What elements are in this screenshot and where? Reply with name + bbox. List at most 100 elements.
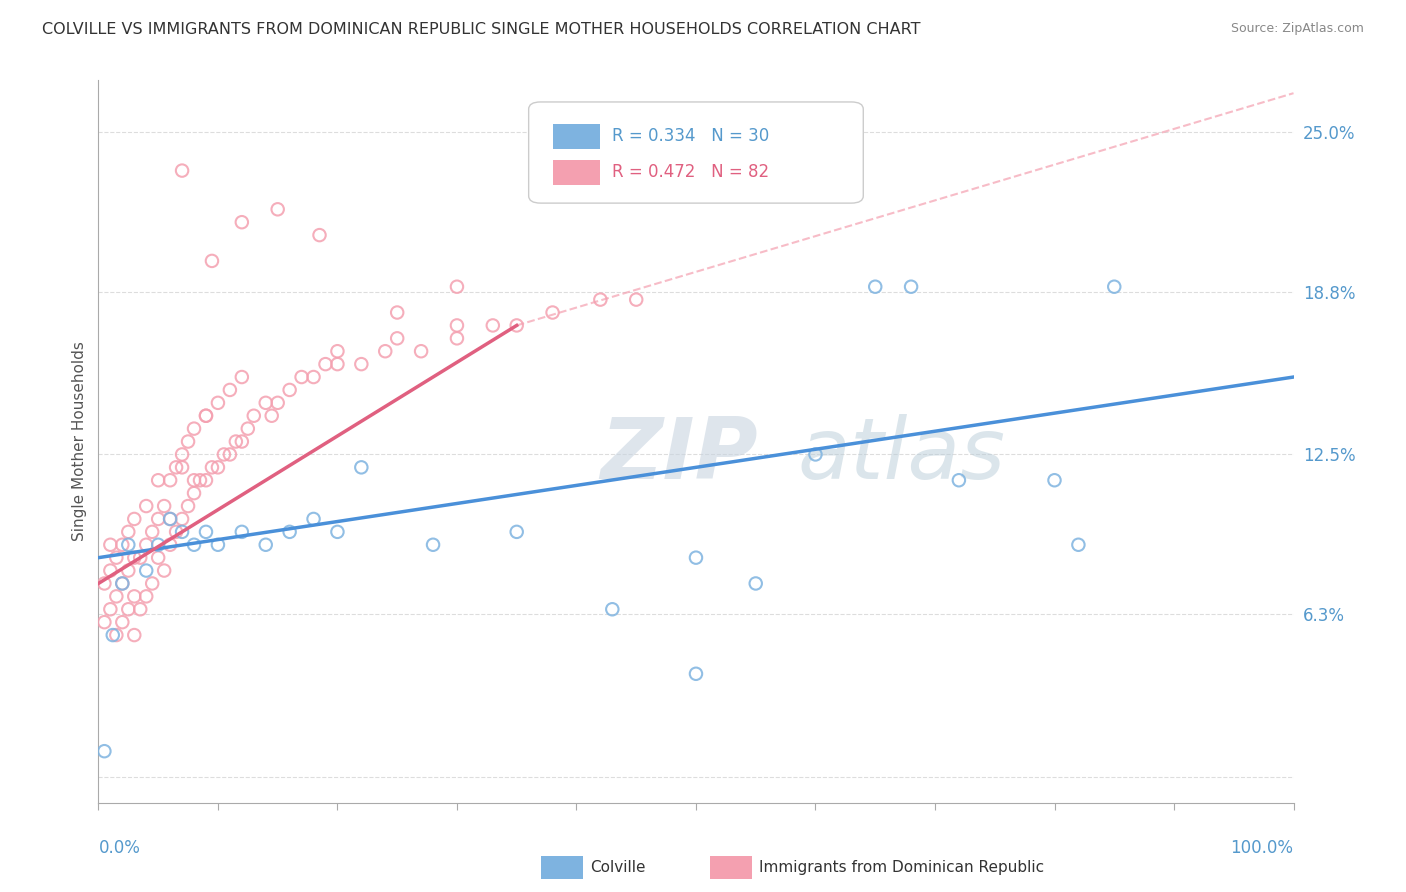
Point	[172, 460, 194, 475]
Point	[231, 434, 253, 449]
Point	[225, 434, 247, 449]
Text: R = 0.334   N = 30: R = 0.334 N = 30	[613, 127, 769, 145]
Point	[302, 370, 325, 384]
Point	[141, 576, 163, 591]
Point	[111, 576, 134, 591]
Point	[900, 279, 922, 293]
Point	[326, 344, 349, 359]
Point	[685, 550, 707, 565]
Point	[302, 512, 325, 526]
Point	[183, 422, 205, 436]
Text: atlas: atlas	[797, 415, 1005, 498]
Point	[124, 550, 146, 565]
Point	[231, 215, 253, 229]
Point	[148, 550, 170, 565]
Point	[172, 163, 194, 178]
Text: COLVILLE VS IMMIGRANTS FROM DOMINICAN REPUBLIC SINGLE MOTHER HOUSEHOLDS CORRELAT: COLVILLE VS IMMIGRANTS FROM DOMINICAN RE…	[42, 22, 921, 37]
Point	[172, 447, 194, 461]
Point	[207, 538, 229, 552]
Point	[195, 409, 218, 423]
Point	[231, 370, 253, 384]
Point	[124, 590, 146, 604]
Point	[506, 318, 529, 333]
Point	[172, 524, 194, 539]
Point	[141, 524, 163, 539]
Point	[207, 396, 229, 410]
Text: Immigrants from Dominican Republic: Immigrants from Dominican Republic	[759, 860, 1045, 875]
Point	[374, 344, 396, 359]
Point	[195, 409, 218, 423]
Point	[602, 602, 624, 616]
Text: 100.0%: 100.0%	[1230, 838, 1294, 857]
Point	[1104, 279, 1126, 293]
Point	[385, 331, 409, 345]
Point	[93, 744, 115, 758]
Point	[117, 564, 139, 578]
Point	[326, 524, 349, 539]
Point	[267, 202, 290, 217]
Point	[124, 512, 146, 526]
Point	[101, 628, 124, 642]
Point	[159, 538, 181, 552]
Point	[135, 590, 157, 604]
FancyBboxPatch shape	[529, 102, 863, 203]
Point	[446, 331, 468, 345]
Point	[105, 550, 128, 565]
Point	[148, 512, 170, 526]
Point	[117, 538, 139, 552]
Point	[589, 293, 612, 307]
Point	[291, 370, 314, 384]
Point	[183, 538, 205, 552]
Point	[315, 357, 337, 371]
Point	[260, 409, 283, 423]
Point	[165, 460, 187, 475]
Bar	[553, 124, 600, 149]
Point	[177, 434, 200, 449]
Point	[153, 499, 176, 513]
Point	[201, 254, 224, 268]
Point	[153, 564, 176, 578]
Point	[1067, 538, 1090, 552]
Point	[745, 576, 768, 591]
Point	[124, 628, 146, 642]
Text: R = 0.472   N = 82: R = 0.472 N = 82	[613, 163, 769, 181]
Point	[219, 383, 242, 397]
Point	[111, 576, 134, 591]
Point	[117, 524, 139, 539]
Point	[177, 499, 200, 513]
Point	[98, 602, 122, 616]
Point	[148, 473, 170, 487]
Point	[159, 473, 181, 487]
Point	[98, 538, 122, 552]
Point	[446, 318, 468, 333]
Point	[93, 576, 115, 591]
Point	[278, 524, 301, 539]
Point	[159, 512, 181, 526]
Point	[626, 293, 648, 307]
Point	[135, 499, 157, 513]
Point	[105, 628, 128, 642]
Point	[446, 279, 468, 293]
Text: ZIP: ZIP	[600, 415, 758, 498]
Point	[207, 460, 229, 475]
Point	[267, 396, 290, 410]
Point	[117, 602, 139, 616]
Point	[685, 666, 707, 681]
Point	[165, 524, 187, 539]
Point	[243, 409, 266, 423]
Point	[129, 550, 152, 565]
Point	[172, 512, 194, 526]
Bar	[553, 160, 600, 185]
Point	[159, 512, 181, 526]
Point	[195, 473, 218, 487]
Point	[135, 538, 157, 552]
Point	[188, 473, 211, 487]
Point	[195, 524, 218, 539]
Point	[236, 422, 259, 436]
Point	[254, 538, 277, 552]
Point	[148, 538, 170, 552]
Text: 0.0%: 0.0%	[98, 838, 141, 857]
Point	[129, 602, 152, 616]
Point	[201, 460, 224, 475]
Point	[212, 447, 235, 461]
